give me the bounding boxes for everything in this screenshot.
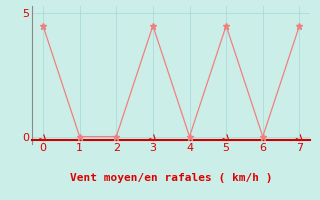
- X-axis label: Vent moyen/en rafales ( km/h ): Vent moyen/en rafales ( km/h ): [70, 173, 272, 183]
